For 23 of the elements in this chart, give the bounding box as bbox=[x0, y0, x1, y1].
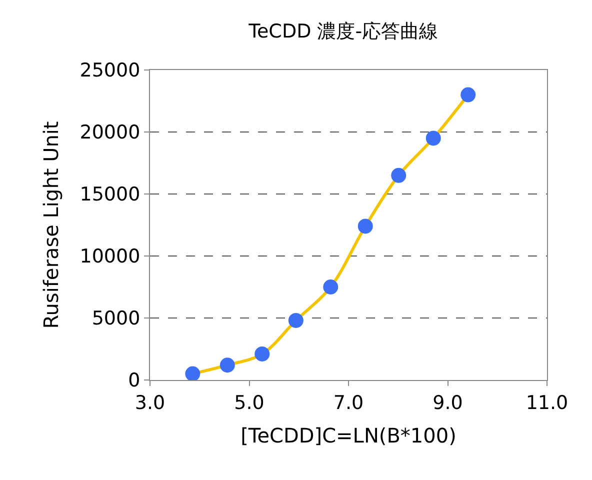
x-axis-title: [TeCDD]C=LN(B*100) bbox=[240, 423, 456, 448]
point bbox=[460, 87, 476, 102]
y-tick-label: 5000 bbox=[92, 308, 140, 330]
x-tick-label: 3.0 bbox=[134, 392, 166, 414]
chart-title: TeCDD 濃度-応答曲線 bbox=[248, 20, 438, 42]
y-tick-label: 10000 bbox=[80, 246, 140, 268]
y-tick-label: 20000 bbox=[80, 122, 140, 144]
x-tick-label: 9.0 bbox=[432, 392, 463, 414]
point bbox=[426, 130, 441, 146]
point bbox=[220, 358, 235, 373]
point bbox=[254, 346, 270, 362]
x-tick-label: 11.0 bbox=[526, 392, 568, 414]
point bbox=[358, 218, 373, 234]
y-tick-label: 0 bbox=[128, 370, 140, 392]
point bbox=[288, 312, 304, 328]
y-axis-title: Rusiferase Light Unit bbox=[39, 121, 64, 329]
point bbox=[323, 280, 338, 294]
y-tick-label: 25000 bbox=[80, 60, 140, 82]
y-tick-label: 15000 bbox=[80, 184, 140, 206]
point bbox=[185, 366, 200, 380]
point bbox=[391, 168, 406, 183]
x-tick-label: 5.0 bbox=[234, 392, 264, 414]
x-tick-label: 7.0 bbox=[333, 392, 364, 414]
